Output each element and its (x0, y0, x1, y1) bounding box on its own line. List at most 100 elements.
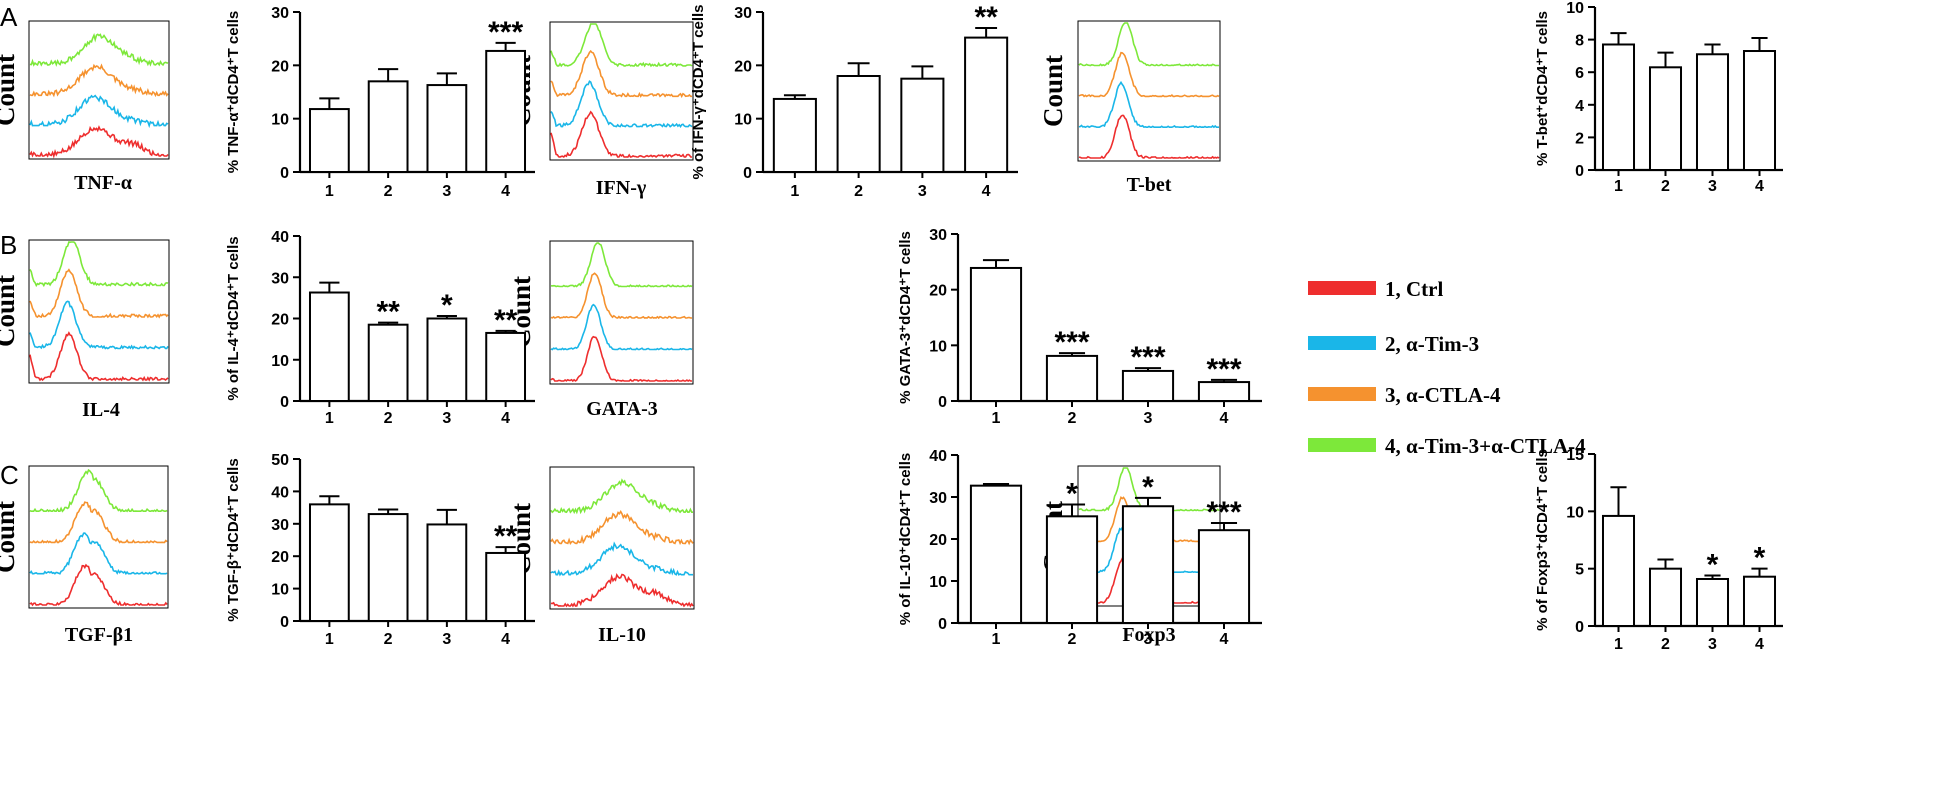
count-axis-label: Count (0, 54, 20, 126)
y-tick-label: 30 (734, 5, 752, 22)
count-axis-label: Count (0, 275, 20, 347)
x-tick-label: 2 (1068, 410, 1077, 427)
trace-tim3 (550, 303, 693, 351)
x-tick-label: 3 (1708, 636, 1717, 653)
y-tick-label: 0 (743, 165, 752, 182)
trace-tim3 (29, 300, 169, 350)
legend-label-combo: 4, α-Tim-3+α-CTLA-4 (1385, 434, 1586, 458)
bar (367, 513, 409, 623)
y-tick-label: 10 (271, 353, 289, 370)
x-tick-label: 2 (854, 183, 863, 200)
panel-letter-c: C (0, 460, 19, 490)
y-tick-label: 0 (938, 394, 947, 411)
x-tick-label: 4 (501, 410, 510, 427)
legend-label-tim3: 2, α-Tim-3 (1385, 332, 1479, 356)
x-tick-label: 4 (1220, 631, 1229, 648)
bar-chart-gata-3: 0 10 20 30 1 2 *** 3 *** 4 *** % GATA-3⁺dCD4⁺T cell… (897, 227, 1262, 427)
trace-ctla4 (1078, 51, 1220, 98)
x-tick-label: 3 (918, 183, 927, 200)
bar (367, 80, 409, 173)
bar (426, 84, 468, 173)
y-tick-label: 30 (929, 227, 947, 244)
bar (1045, 515, 1099, 625)
histogram-frame (28, 20, 170, 160)
trace-combo (29, 241, 169, 288)
x-tick-label: 4 (501, 631, 510, 648)
histogram-t-bet: Count T-bet (1038, 20, 1221, 196)
histogram-frame (549, 21, 694, 161)
bar (1742, 50, 1777, 171)
significance-label: * (1142, 471, 1154, 504)
bar (1695, 53, 1730, 172)
marker-label: Foxp3 (1122, 624, 1175, 646)
trace-ctla4 (29, 268, 169, 319)
significance-label: ** (494, 520, 518, 553)
y-tick-label: 0 (1575, 163, 1584, 180)
y-tick-label: 10 (271, 582, 289, 599)
significance-label: *** (1054, 326, 1089, 359)
y-axis-label: % GATA-3⁺dCD4⁺T cells (897, 231, 914, 404)
x-tick-label: 4 (1755, 636, 1764, 653)
significance-label: ** (974, 1, 998, 34)
y-axis-label: % TNF-α⁺dCD4⁺T cells (225, 11, 242, 174)
marker-label: GATA-3 (586, 398, 657, 420)
bar (964, 36, 1009, 173)
x-tick-label: 2 (1661, 636, 1670, 653)
trace-combo (550, 242, 693, 288)
bar (367, 323, 409, 402)
bar (836, 75, 881, 173)
trace-ctla4 (550, 49, 692, 99)
bar (969, 266, 1023, 402)
bar (969, 484, 1023, 624)
legend-swatch-combo (1308, 438, 1376, 452)
y-tick-label: 0 (280, 165, 289, 182)
trace-combo (550, 23, 693, 68)
x-tick-label: 2 (384, 410, 393, 427)
x-tick-label: 1 (325, 410, 334, 427)
significance-label: *** (1130, 341, 1165, 374)
x-tick-label: 2 (1661, 178, 1670, 195)
y-tick-label: 20 (929, 532, 947, 549)
bar (485, 331, 527, 402)
y-tick-label: 20 (929, 283, 947, 300)
trace-ctrl (550, 335, 692, 383)
trace-combo (29, 32, 169, 67)
significance-label: * (1707, 549, 1719, 582)
y-tick-label: 30 (271, 5, 289, 22)
y-axis-label: % of IFN-γ⁺dCD4⁺T cells (690, 4, 707, 179)
bar (1601, 43, 1636, 172)
y-tick-label: 2 (1575, 130, 1584, 147)
histogram-frame (549, 466, 695, 610)
trace-ctla4 (29, 63, 169, 98)
significance-label: * (1066, 478, 1078, 511)
trace-ctla4 (550, 510, 694, 546)
y-tick-label: 10 (1566, 504, 1584, 521)
marker-label: IL-10 (598, 624, 646, 646)
bar (1121, 505, 1175, 624)
x-tick-label: 3 (1708, 178, 1717, 195)
trace-ctrl (550, 110, 692, 159)
panel-letter-b: B (0, 230, 17, 260)
trace-combo (29, 468, 168, 513)
trace-tim3 (29, 94, 169, 129)
trace-tim3 (1078, 80, 1219, 129)
bar (1197, 529, 1251, 624)
y-tick-label: 4 (1575, 98, 1584, 115)
x-tick-label: 4 (1755, 178, 1764, 195)
y-axis-label: % TGF-β⁺dCD4⁺T cells (225, 458, 242, 621)
y-axis-label: % of IL-4⁺dCD4⁺T cells (225, 236, 242, 400)
bar (308, 108, 350, 173)
x-tick-label: 3 (1144, 631, 1153, 648)
trace-ctla4 (29, 501, 168, 544)
histogram-frame (1077, 20, 1221, 162)
y-tick-label: 50 (271, 452, 289, 469)
y-tick-label: 10 (929, 338, 947, 355)
significance-label: *** (488, 16, 523, 49)
legend-label-ctrl: 1, Ctrl (1385, 277, 1443, 301)
significance-label: * (441, 289, 453, 322)
x-tick-label: 1 (325, 631, 334, 648)
significance-label: *** (1206, 353, 1241, 386)
